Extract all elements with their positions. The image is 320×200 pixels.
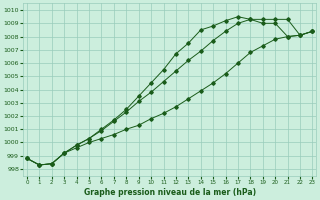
X-axis label: Graphe pression niveau de la mer (hPa): Graphe pression niveau de la mer (hPa) (84, 188, 256, 197)
